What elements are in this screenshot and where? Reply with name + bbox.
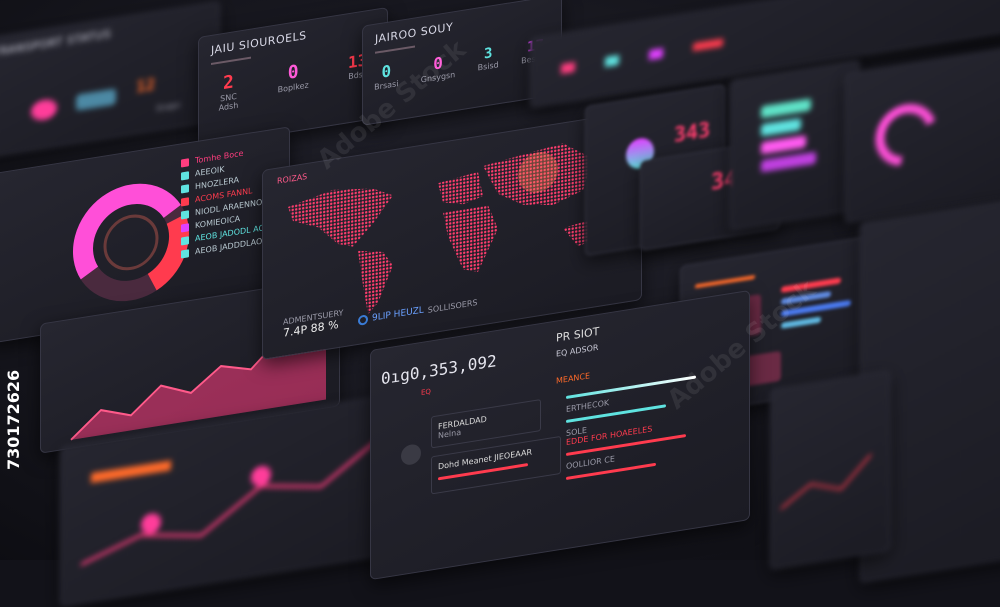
cyan-spark: [76, 88, 116, 111]
legend-swatch: [181, 183, 189, 194]
kpi-label: Snaps: [156, 100, 181, 114]
section-title: PR SIOT: [556, 324, 600, 345]
north-america: [288, 188, 393, 247]
bars-panel: [730, 59, 860, 231]
donut-chart: [73, 183, 189, 302]
total-tag: EQ: [421, 387, 431, 398]
kpi-label: Adsh: [218, 100, 239, 113]
avatar: [401, 443, 421, 467]
legend-swatch: [181, 222, 189, 233]
south-america: [358, 250, 393, 315]
africa: [443, 205, 498, 272]
stock-id-watermark: 730172626: [4, 369, 23, 470]
pink-dot: [31, 97, 57, 122]
area-series: [71, 311, 326, 440]
europe: [438, 171, 483, 205]
section-sub: EQ ADSOR: [556, 342, 599, 359]
readout-value: 343: [674, 117, 711, 147]
kpi-value: 12: [136, 74, 156, 97]
legend-swatch: [181, 235, 189, 246]
ring-panel: [845, 46, 1000, 224]
legend-swatch: [181, 157, 189, 168]
kpi-item: 3 Bsisd: [478, 44, 499, 75]
bottom-right-panel: [770, 370, 890, 570]
bottom-left-panel: [60, 393, 400, 607]
legend-swatch: [181, 196, 189, 207]
badge: MEANCE: [556, 371, 591, 386]
donut-panel: Tomhe Boce AEEOIK HNOZLERA ACOMS FANNL NIODL…: [0, 126, 290, 344]
legend-swatch: [181, 248, 189, 259]
globe-icon: [358, 314, 368, 326]
total-value: 0ıg0,353,092: [381, 351, 497, 389]
legend-swatch: [181, 209, 189, 220]
kpi-item: 0 Boplkez: [278, 60, 309, 104]
legend: Tomhe Boce AEEOIK HNOZLERA ACOMS FANNL NIODL…: [181, 140, 275, 263]
asia: [483, 143, 593, 206]
donut-segment: [73, 183, 189, 302]
legend-swatch: [181, 170, 189, 181]
kpi-label: Bsisd: [477, 60, 499, 73]
legend-label: AEEOIK: [195, 164, 225, 179]
kpi-item: 2 SNC Adsh: [218, 71, 239, 113]
